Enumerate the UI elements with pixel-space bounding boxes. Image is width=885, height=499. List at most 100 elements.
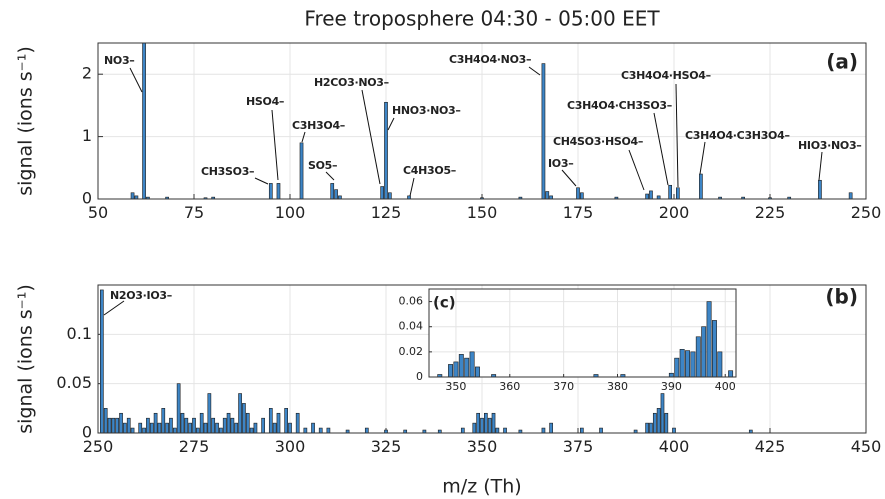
bar — [593, 374, 599, 377]
bar — [645, 422, 649, 433]
annotation-leader — [387, 117, 395, 131]
annotation: HNO3·NO3– — [392, 104, 461, 117]
bar — [475, 366, 480, 377]
bar — [620, 374, 626, 377]
bar — [541, 63, 546, 199]
x-tick-label: 375 — [563, 437, 594, 456]
annotation: CH3SO3– — [201, 165, 254, 178]
bar — [818, 179, 822, 199]
annotation: IO3– — [548, 157, 573, 170]
bar — [130, 427, 135, 433]
bar — [100, 289, 104, 433]
bar — [407, 195, 411, 199]
x-tick-label: 50 — [88, 203, 108, 222]
bar — [119, 412, 123, 433]
x-tick-label: 360 — [499, 380, 520, 393]
bar — [476, 412, 480, 433]
y-tick-label: 0 — [82, 423, 92, 442]
x-tick-label: 250 — [851, 203, 882, 222]
bar — [518, 429, 523, 433]
bar — [848, 192, 853, 199]
x-tick-label: 225 — [755, 203, 786, 222]
y-tick-label: 0.05 — [56, 373, 92, 392]
bar — [437, 374, 443, 377]
bar — [649, 422, 653, 433]
annotation-leader — [653, 112, 669, 186]
x-tick-label: 400 — [659, 437, 690, 456]
x-tick-label: 200 — [659, 203, 690, 222]
bar — [576, 187, 580, 199]
bar — [130, 192, 135, 199]
bar — [695, 336, 701, 377]
bar — [549, 195, 553, 199]
y-tick-label: 0.04 — [399, 320, 424, 333]
bar — [311, 422, 315, 433]
y-tick-label: 0.02 — [399, 345, 424, 358]
bar — [149, 422, 154, 433]
bar — [728, 370, 734, 377]
bar — [668, 184, 672, 199]
bar — [338, 195, 342, 199]
bar — [380, 186, 384, 199]
annotation: C3H4O4·C3H3O4– — [685, 129, 790, 142]
x-tick-label: 75 — [184, 203, 204, 222]
bar — [272, 422, 277, 433]
bar — [645, 193, 649, 199]
bar — [230, 417, 235, 433]
panel: 0 0.02 0.04 0.06 350 360 370 380 390 400 (c) — [399, 288, 737, 393]
annotation-leader — [699, 141, 706, 175]
annotation: C3H4O4·NO3– — [449, 53, 531, 66]
bar — [334, 189, 338, 199]
x-tick-label: 125 — [371, 203, 402, 222]
x-axis-label: m/z (Th) — [442, 476, 521, 498]
bar — [226, 412, 231, 433]
x-tick-label: 370 — [553, 380, 574, 393]
bar — [196, 427, 200, 433]
bar — [699, 173, 703, 199]
bar — [245, 412, 250, 433]
bar — [176, 383, 181, 433]
bar — [157, 422, 162, 433]
bar — [448, 364, 453, 377]
bar — [299, 142, 304, 199]
bar — [188, 422, 192, 433]
y-tick-label: 1 — [82, 126, 92, 145]
x-tick-label: 450 — [851, 437, 882, 456]
bar — [549, 422, 553, 433]
bar — [115, 417, 120, 433]
bar — [469, 351, 475, 377]
annotation-leader — [361, 89, 381, 185]
bars — [437, 301, 734, 377]
x-tick-label: 400 — [715, 380, 736, 393]
bar — [384, 101, 388, 199]
bar — [169, 417, 173, 433]
x-tick-label: 390 — [661, 380, 682, 393]
annotation-leader — [129, 67, 143, 93]
bar — [211, 417, 216, 433]
bar — [633, 429, 638, 433]
bar — [679, 349, 685, 377]
bar — [652, 412, 657, 433]
annotation-leader — [271, 109, 279, 181]
bar — [172, 427, 177, 433]
bar — [664, 412, 669, 433]
bars — [100, 289, 753, 433]
bar — [161, 408, 166, 433]
bar — [718, 196, 722, 199]
chart-title: Free troposphere 04:30 - 05:00 EET — [304, 7, 660, 31]
bar — [107, 417, 112, 433]
bar — [146, 196, 150, 199]
axes-frame — [97, 284, 867, 434]
bar — [741, 196, 745, 199]
bar — [599, 427, 603, 433]
bar — [656, 195, 661, 199]
bar — [276, 412, 281, 433]
bar — [203, 422, 208, 433]
bar — [146, 417, 150, 433]
annotation-leader — [103, 300, 125, 316]
bar — [388, 192, 392, 199]
annotation: N2O3·IO3– — [110, 289, 172, 302]
bar — [326, 427, 331, 433]
y-tick-label: 0.1 — [67, 324, 92, 343]
panel-label: (c) — [433, 294, 456, 312]
